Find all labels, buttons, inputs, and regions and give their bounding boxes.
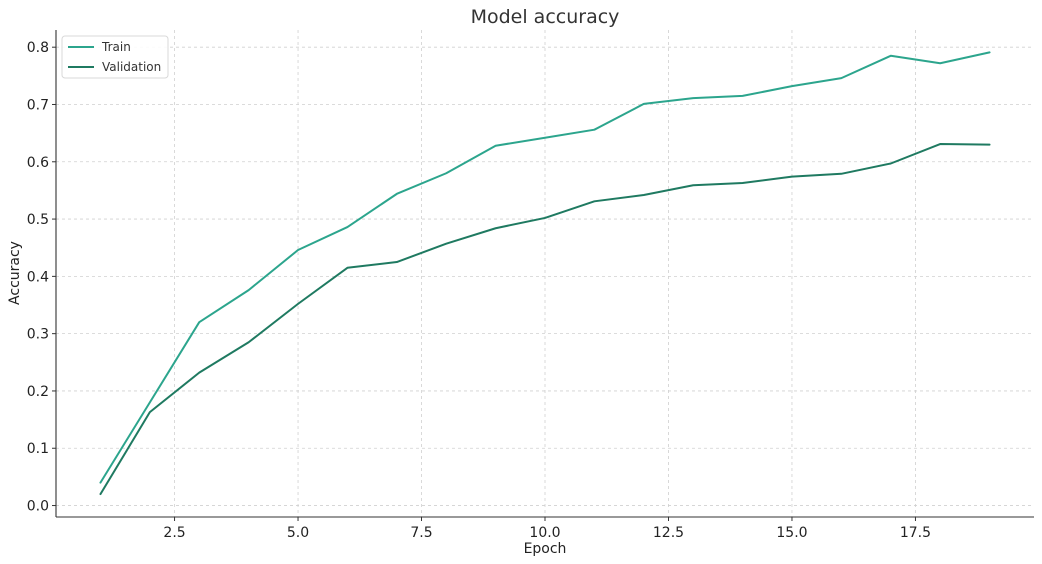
y-tick-label: 0.3 <box>27 327 49 343</box>
y-tick-label: 0.8 <box>27 40 49 56</box>
y-tick-label: 0.4 <box>27 269 49 285</box>
x-tick-label: 12.5 <box>653 525 684 541</box>
legend-label: Train <box>101 40 131 54</box>
x-tick-label: 15.0 <box>776 525 807 541</box>
series-group <box>99 51 991 496</box>
x-axis-label: Epoch <box>524 541 567 557</box>
y-tick-label: 0.2 <box>27 384 49 400</box>
series-line-train <box>99 51 991 484</box>
legend: Train Validation <box>61 35 169 79</box>
x-tick-label: 5.0 <box>287 525 309 541</box>
grid <box>56 30 1034 517</box>
y-tick-label: 0.6 <box>27 155 49 171</box>
y-tick-label: 0.5 <box>27 212 49 228</box>
y-tick-label: 0.7 <box>27 97 49 113</box>
x-tick-label: 7.5 <box>410 525 432 541</box>
chart-title: Model accuracy <box>471 6 620 28</box>
series-line-validation <box>99 143 991 496</box>
y-tick-label: 0.0 <box>27 499 49 515</box>
y-axis-label: Accuracy <box>7 241 23 305</box>
x-tick-label: 10.0 <box>529 525 560 541</box>
x-tick-label: 17.5 <box>900 525 931 541</box>
y-tick-label: 0.1 <box>27 441 49 457</box>
ticks: 2.5 5.0 7.5 10.0 12.5 15.0 17.5 0.0 0.1 0.2 0.3 0.4… <box>27 40 931 541</box>
x-tick-label: 2.5 <box>163 525 185 541</box>
legend-label: Validation <box>102 60 161 74</box>
